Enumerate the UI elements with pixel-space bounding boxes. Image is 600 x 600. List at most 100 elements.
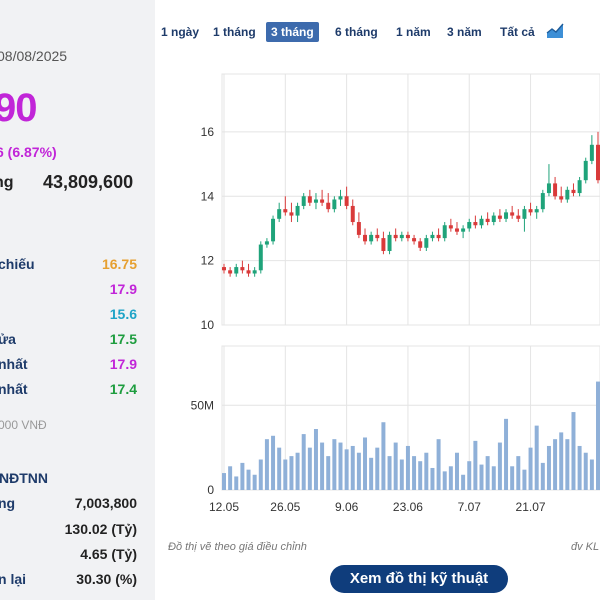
technical-chart-button[interactable]: Xem đồ thị kỹ thuật [330, 565, 508, 593]
x-tick-label: 9.06 [335, 500, 359, 514]
candle-body [491, 215, 496, 223]
foreign-room-label: n lại [0, 571, 27, 587]
foreign-volume-value: 7,003,800 [74, 495, 137, 511]
tab-3-years[interactable]: 3 năm [447, 25, 482, 39]
candle-body [393, 234, 398, 239]
candle-body [467, 222, 472, 229]
tab-1-day[interactable]: 1 ngày [161, 25, 200, 39]
volume-bar [332, 439, 337, 490]
x-tick-label: 26.05 [270, 500, 300, 514]
volume-bar [516, 456, 521, 490]
volume-bar [448, 466, 453, 490]
candle-body [258, 244, 263, 271]
x-tick-label: 23.06 [393, 500, 423, 514]
volume-bar [313, 429, 318, 490]
foreign-buy-value: 130.02 (Tỷ) [64, 521, 137, 537]
foreign-investor-title: NĐTNN [0, 470, 48, 486]
volume-bar [405, 445, 410, 490]
volume-bar [356, 452, 361, 490]
tab-1-month[interactable]: 1 tháng [213, 25, 256, 39]
candle-body [418, 241, 423, 248]
reference-price-value: 16.75 [101, 256, 137, 272]
volume-bar [436, 439, 441, 490]
adjusted-price-note: Đồ thị vẽ theo giá điều chỉnh [168, 541, 307, 553]
candle-body [222, 267, 226, 271]
volume-bar [399, 459, 404, 490]
stock-info-panel: 08/08/2025 90 6 (6.87%) ng 43,809,600 ch… [0, 0, 155, 600]
candle-body [363, 234, 368, 242]
volume-bar [350, 445, 355, 490]
candle-body [399, 234, 404, 239]
open-price-value: 17.5 [109, 331, 137, 347]
volume-bar [307, 447, 312, 490]
volume-bar [528, 447, 533, 490]
candle-body [448, 225, 453, 229]
volume-bar [264, 439, 269, 490]
volume-bar [277, 447, 282, 490]
tab-3-months[interactable]: 3 tháng [266, 22, 319, 42]
candle-body [522, 209, 527, 219]
candle-body [454, 228, 459, 232]
candle-body [553, 183, 558, 197]
volume-tick-label: 50M [191, 398, 214, 412]
candle-body [528, 209, 533, 213]
candle-body [246, 270, 251, 274]
volume-bar [393, 442, 398, 490]
foreign-sell-value: 4.65 (Tỷ) [80, 546, 137, 562]
candle-body [405, 234, 410, 239]
candle-body [320, 199, 325, 203]
foreign-volume-label: ng [0, 495, 16, 511]
volume-bar [577, 445, 582, 490]
candle-body [295, 205, 300, 216]
candle-body [540, 193, 545, 210]
volume-bar [553, 439, 558, 490]
volume-bar [522, 469, 527, 490]
volume-bar [387, 456, 392, 490]
candle-body [387, 234, 392, 251]
candle-body [473, 222, 478, 226]
volume-bar [418, 461, 423, 490]
candle-body [589, 144, 594, 161]
volume-bar [491, 466, 496, 490]
price-tick-label: 16 [201, 125, 215, 139]
candle-body [442, 225, 447, 239]
x-tick-label: 12.05 [209, 500, 239, 514]
candle-body [234, 267, 239, 274]
candle-body [307, 196, 312, 203]
floor-price-value: 15.6 [109, 306, 137, 322]
candle-body [338, 196, 343, 200]
candle-body [264, 241, 269, 245]
candle-body [301, 196, 306, 206]
candle-body [559, 196, 564, 200]
volume-bar [571, 412, 576, 490]
area-chart-icon[interactable] [546, 22, 564, 40]
ceiling-price-value: 17.9 [109, 281, 137, 297]
tab-6-months[interactable]: 6 tháng [335, 25, 378, 39]
candle-body [240, 267, 245, 271]
volume-label: ng [0, 174, 14, 191]
volume-bar [369, 457, 374, 490]
volume-tick-label: 0 [207, 483, 214, 497]
candle-body [534, 209, 539, 213]
tab-all[interactable]: Tất cả [500, 25, 535, 39]
volume-bar [320, 442, 325, 490]
volume-bar [534, 425, 539, 490]
volume-bar [510, 466, 515, 490]
volume-bar [240, 462, 245, 490]
tab-1-year[interactable]: 1 năm [396, 25, 431, 39]
candle-body [461, 228, 466, 232]
candle-body [485, 218, 490, 223]
volume-bar [326, 456, 331, 490]
candle-body [344, 196, 349, 206]
volume-bar [424, 452, 429, 490]
candle-body [369, 234, 374, 242]
candle-body [577, 180, 582, 194]
low-price-label: nhất [0, 381, 28, 397]
candle-body [546, 183, 551, 194]
volume-bar [473, 440, 478, 490]
volume-bar [485, 456, 490, 490]
reference-price-label: chiếu [0, 256, 35, 272]
foreign-room-value: 30.30 (%) [76, 571, 137, 587]
volume-bar [559, 432, 564, 490]
candle-body [332, 199, 337, 210]
